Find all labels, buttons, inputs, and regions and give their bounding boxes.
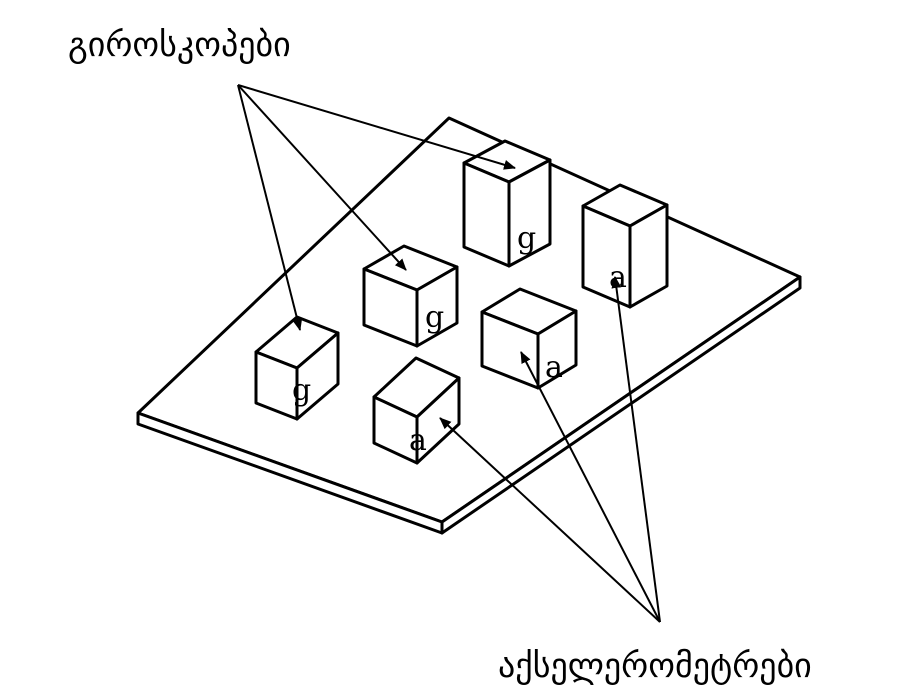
- accelerometer-box-back: a: [581, 183, 669, 309]
- accel-mark: a: [609, 260, 627, 295]
- gyro-mark: g: [292, 373, 311, 408]
- gyroscope-box-back: g: [462, 139, 552, 268]
- gyroscopes-label: გიროსკოპები: [68, 25, 291, 65]
- accelerometer-leaders: [439, 276, 661, 623]
- accelerometer-box-middle: a: [480, 287, 578, 390]
- accel-mark: a: [545, 350, 563, 385]
- gyroscope-box-middle: g: [362, 244, 459, 348]
- gyroscope-leaders: [237, 84, 516, 331]
- accelerometers-label: აქსელერომეტრები: [498, 646, 812, 686]
- accel-mark: a: [409, 423, 427, 458]
- accelerometer-box-front: a: [372, 356, 461, 465]
- gyro-mark: g: [517, 221, 536, 256]
- gyro-mark: g: [425, 300, 444, 335]
- gyroscope-box-front: g: [254, 315, 340, 421]
